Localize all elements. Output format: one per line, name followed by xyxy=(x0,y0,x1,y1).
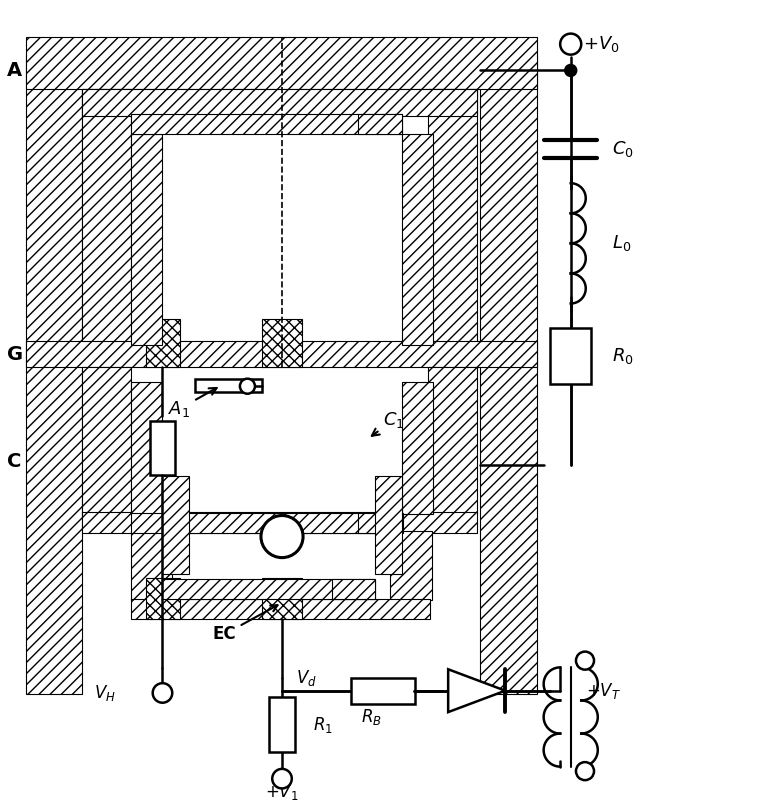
Text: $C_0$: $C_0$ xyxy=(612,139,634,160)
Text: $L_0$: $L_0$ xyxy=(612,233,631,254)
Bar xyxy=(358,513,402,533)
Bar xyxy=(131,513,403,533)
Text: $+V_T$: $+V_T$ xyxy=(586,680,621,701)
Text: $V_d$: $V_d$ xyxy=(296,668,317,688)
Bar xyxy=(131,114,402,134)
Text: $R_B$: $R_B$ xyxy=(361,707,382,727)
Bar xyxy=(402,134,433,345)
Bar xyxy=(131,531,172,600)
Text: $V_H$: $V_H$ xyxy=(94,683,116,703)
Bar xyxy=(131,382,162,514)
Bar xyxy=(150,420,174,475)
Bar xyxy=(82,89,131,345)
Bar xyxy=(375,476,402,574)
Bar xyxy=(146,578,180,620)
Bar xyxy=(162,578,375,599)
Bar xyxy=(358,114,402,134)
Circle shape xyxy=(261,515,303,557)
Text: $R_0$: $R_0$ xyxy=(612,346,634,366)
Bar xyxy=(162,476,189,574)
Bar xyxy=(131,134,162,345)
Bar xyxy=(269,697,295,752)
Bar xyxy=(195,379,262,392)
Bar xyxy=(146,318,180,368)
Bar xyxy=(402,382,433,514)
Circle shape xyxy=(576,651,594,670)
Bar xyxy=(428,368,477,514)
Text: $+V_1$: $+V_1$ xyxy=(265,782,299,802)
Bar xyxy=(26,341,537,368)
Text: A: A xyxy=(7,61,22,80)
Text: $A_1$: $A_1$ xyxy=(168,388,217,419)
Bar xyxy=(131,599,430,620)
Text: $R_1$: $R_1$ xyxy=(313,714,333,735)
Bar xyxy=(262,318,302,368)
Bar xyxy=(481,55,537,694)
Circle shape xyxy=(240,379,255,394)
Circle shape xyxy=(560,33,581,54)
Bar xyxy=(390,531,431,600)
Text: $C_1$: $C_1$ xyxy=(372,410,404,436)
Bar xyxy=(82,512,477,533)
Circle shape xyxy=(272,769,292,788)
Bar xyxy=(333,578,375,599)
Circle shape xyxy=(565,65,577,76)
Text: G: G xyxy=(7,345,23,364)
Polygon shape xyxy=(448,669,506,712)
Bar xyxy=(82,89,477,116)
Bar xyxy=(262,578,302,620)
Circle shape xyxy=(576,762,594,780)
Text: $+V_0$: $+V_0$ xyxy=(584,34,620,54)
Bar xyxy=(26,55,82,694)
Circle shape xyxy=(152,683,172,703)
Bar xyxy=(351,677,415,704)
Bar xyxy=(82,368,131,514)
Bar xyxy=(550,328,591,384)
Text: EC: EC xyxy=(212,605,277,643)
Bar xyxy=(428,89,477,345)
Bar xyxy=(26,36,537,89)
Text: C: C xyxy=(7,452,21,471)
